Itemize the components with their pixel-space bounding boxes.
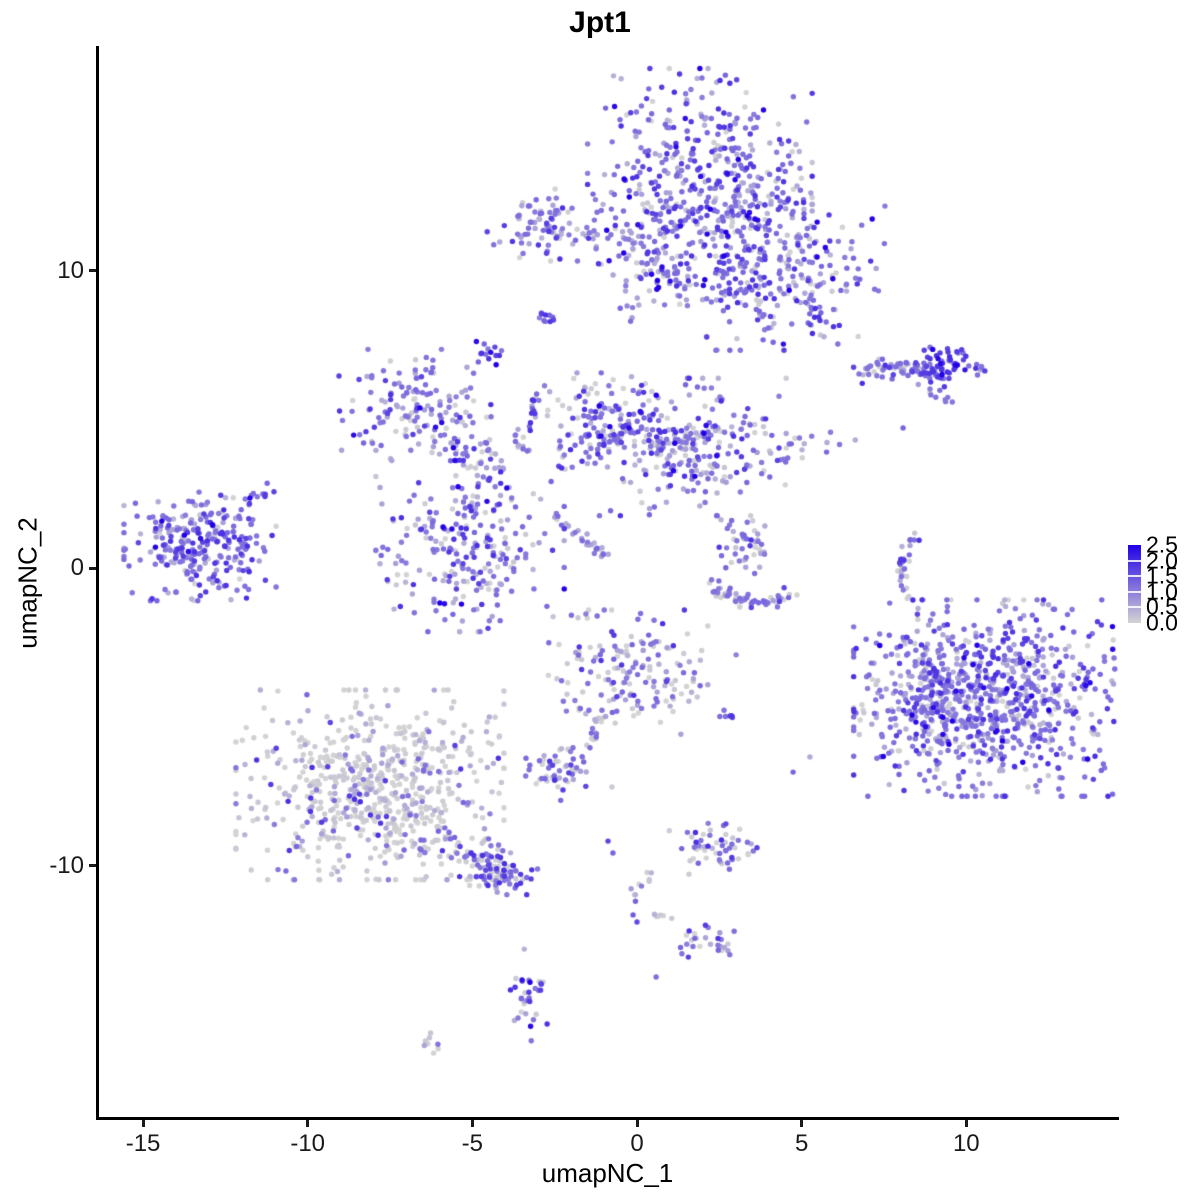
legend-tick-label: 0.5 [1146,593,1178,620]
y-axis-line [96,46,99,1120]
x-tick-mark [470,1120,474,1127]
x-tick-label: -10 [290,1130,326,1157]
x-tick-label: -5 [461,1130,484,1157]
x-tick-mark [306,1120,310,1127]
legend-bar-tick [1128,559,1141,562]
y-tick-mark [89,269,96,272]
y-axis-title: umapNC_2 [12,517,43,649]
x-tick-mark [964,1120,968,1127]
x-tick-mark [635,1120,639,1127]
x-axis-line [96,1117,1119,1120]
legend-tick-label: 2.5 [1146,531,1178,558]
x-tick-mark [141,1120,145,1127]
y-tick-label: 0 [70,554,84,581]
legend: 2.5 2.0 1.5 1.0 0.5 0.0 [1126,533,1200,636]
x-tick-mark [800,1120,804,1127]
x-tick-label: -15 [125,1130,161,1157]
legend-tick-label: 2.0 [1146,547,1178,574]
x-tick-label: 0 [630,1130,644,1157]
legend-tick-label: 0.0 [1146,609,1178,636]
x-tick-label: 5 [794,1130,809,1157]
x-tick-label: 10 [952,1130,980,1157]
legend-bar-tick [1128,590,1141,593]
legend-tick-label: 1.5 [1146,562,1178,589]
y-tick-mark [89,864,96,867]
y-tick-label: -10 [49,851,84,879]
legend-bar-tick [1128,575,1141,578]
legend-tick-label: 1.0 [1146,578,1178,605]
legend-colorbar [1128,545,1141,623]
y-tick-mark [89,566,96,570]
y-tick-label: 10 [57,256,84,284]
legend-bar-tick [1128,606,1141,609]
x-axis-title: umapNC_1 [541,1158,674,1188]
